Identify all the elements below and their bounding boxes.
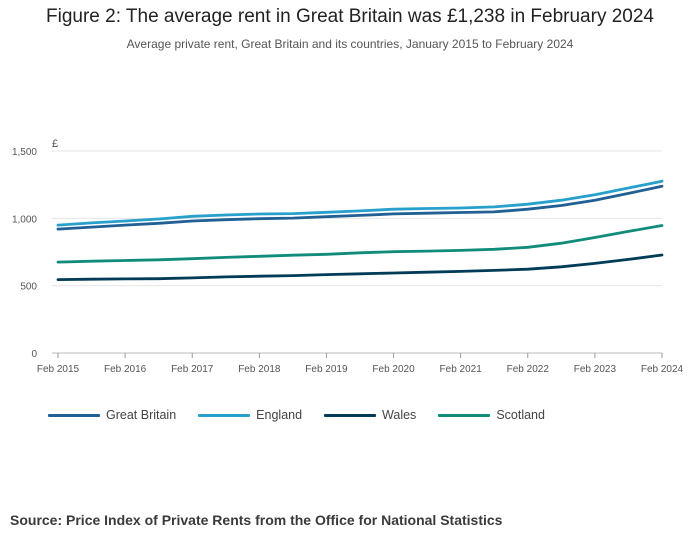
x-tick-label: Feb 2019 xyxy=(305,364,348,375)
x-tick-label: Feb 2023 xyxy=(574,364,617,375)
y-tick-label: 1,500 xyxy=(12,147,37,158)
x-tick-label: Feb 2017 xyxy=(171,364,214,375)
series-line-great-britain xyxy=(56,184,664,231)
chart-subtitle: Average private rent, Great Britain and … xyxy=(126,37,574,51)
x-tick-label: Feb 2016 xyxy=(104,364,147,375)
legend-item-wales: Wales xyxy=(324,408,416,422)
x-tick-label: Feb 2021 xyxy=(440,364,483,375)
x-tick-label: Feb 2024 xyxy=(641,364,684,375)
legend-swatch xyxy=(48,413,100,417)
legend-swatch xyxy=(438,413,491,417)
legend-label: England xyxy=(256,408,303,422)
y-tick-label: 1,000 xyxy=(12,214,37,225)
x-tick-label: Feb 2015 xyxy=(37,364,80,375)
series-lines xyxy=(56,179,664,281)
x-tick-label: Feb 2022 xyxy=(507,364,550,375)
source-note: Source: Price Index of Private Rents fro… xyxy=(10,512,503,528)
legend: Great Britain England Wales Scotland xyxy=(48,408,567,422)
legend-label: Scotland xyxy=(496,408,545,422)
legend-label: Wales xyxy=(382,408,417,422)
legend-label: Great Britain xyxy=(106,408,177,422)
chart-title: Figure 2: The average rent in Great Brit… xyxy=(46,6,654,27)
legend-item-scotland: Scotland xyxy=(438,408,545,422)
legend-item-great-britain: Great Britain xyxy=(48,408,176,422)
axes: 0 500 1,000 1,500 £ Feb 2015 Feb 2016 Feb 2017 F… xyxy=(12,138,684,375)
y-axis-label: £ xyxy=(52,138,58,150)
x-tick-label: Feb 2018 xyxy=(238,364,281,375)
series-line-wales xyxy=(56,253,664,281)
series-line-scotland xyxy=(56,224,664,264)
x-tick-label: Feb 2020 xyxy=(372,364,415,375)
y-tick-label: 500 xyxy=(20,282,37,293)
series-line-england xyxy=(56,179,664,227)
legend-swatch xyxy=(324,413,377,417)
y-tick-label: 0 xyxy=(31,349,37,360)
legend-item-england: England xyxy=(198,408,302,422)
legend-swatch xyxy=(198,413,251,417)
